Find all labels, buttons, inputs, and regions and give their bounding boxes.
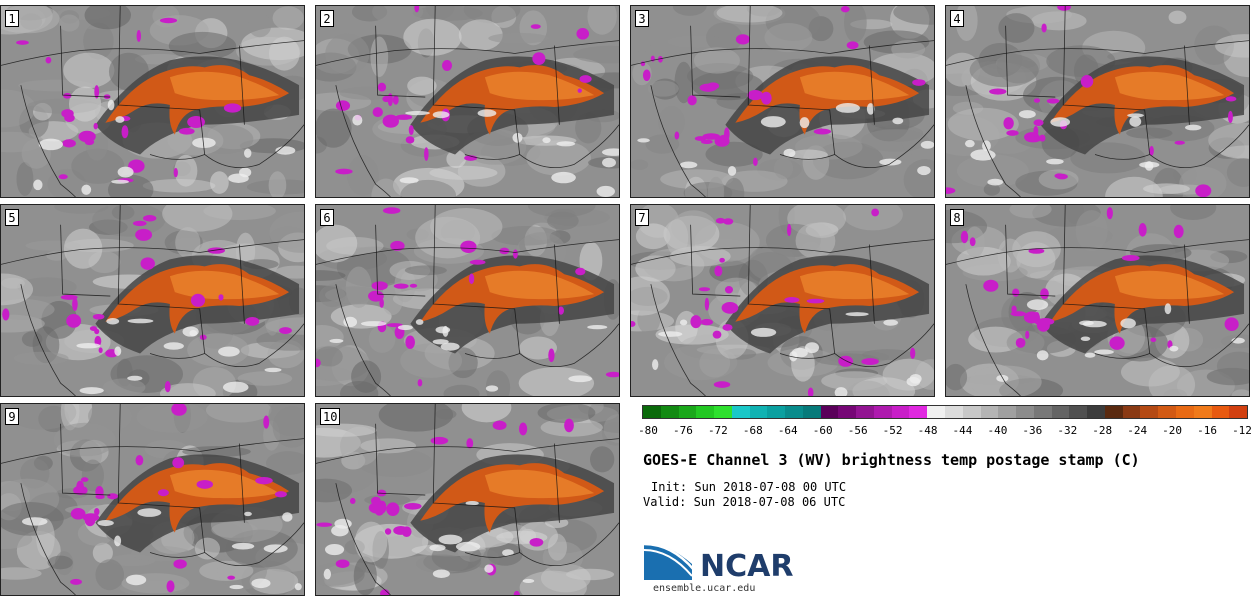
colorbar-tick-label: -52 xyxy=(882,424,903,437)
colorbar-segment xyxy=(1016,406,1034,418)
colorbar-segment xyxy=(891,406,910,418)
panel-9: 9 xyxy=(0,403,305,596)
colorbar xyxy=(642,405,1248,419)
panel-label: 8 xyxy=(950,209,964,226)
panel-2: 2 xyxy=(315,5,620,198)
wv-map xyxy=(946,205,1249,396)
colorbar-segment xyxy=(856,406,874,418)
colorbar-segment xyxy=(1069,406,1088,418)
panel-8: 8 xyxy=(945,204,1250,397)
wv-map xyxy=(316,404,619,595)
wv-map xyxy=(631,205,934,396)
wv-map xyxy=(1,404,304,595)
panel-label: 5 xyxy=(5,209,19,226)
colorbar-tick-label: -44 xyxy=(952,424,973,437)
colorbar-segment xyxy=(1158,406,1176,418)
colorbar-segment xyxy=(1140,406,1159,418)
colorbar-tick-label: -28 xyxy=(1092,424,1113,437)
product-title: GOES-E Channel 3 (WV) brightness temp po… xyxy=(643,451,1140,469)
colorbar-segment xyxy=(927,406,946,418)
colorbar-segment xyxy=(1229,406,1248,418)
panel-label: 1 xyxy=(5,10,19,27)
panel-1: 1 xyxy=(0,5,305,198)
colorbar-segment xyxy=(767,406,786,418)
panel-label: 9 xyxy=(5,408,19,425)
colorbar-tick-label: -12 xyxy=(1232,424,1252,437)
colorbar-tick-label: -40 xyxy=(987,424,1008,437)
logo-wordmark: NCAR xyxy=(700,549,794,584)
colorbar-segment xyxy=(749,406,768,418)
colorbar-segment xyxy=(962,406,981,418)
colorbar-segment xyxy=(643,406,661,418)
valid-time: Valid: Sun 2018-07-08 06 UTC xyxy=(643,495,846,509)
panel-label: 6 xyxy=(320,209,334,226)
colorbar-segment xyxy=(1122,406,1141,418)
ncar-logo-icon xyxy=(643,542,695,580)
init-time: Init: Sun 2018-07-08 00 UTC xyxy=(651,480,847,494)
wv-map xyxy=(631,6,934,197)
colorbar-segment xyxy=(980,406,999,418)
panel-3: 3 xyxy=(630,5,935,198)
panel-label: 2 xyxy=(320,10,334,27)
colorbar-segment xyxy=(998,406,1017,418)
colorbar-segment xyxy=(909,406,928,418)
colorbar-segment xyxy=(1211,406,1230,418)
colorbar-segment xyxy=(731,406,750,418)
colorbar-segment xyxy=(1051,406,1070,418)
colorbar-tick-label: -72 xyxy=(707,424,728,437)
panel-label: 4 xyxy=(950,10,964,27)
colorbar-segment xyxy=(678,406,697,418)
colorbar-segment xyxy=(714,406,732,418)
panel-7: 7 xyxy=(630,204,935,397)
colorbar-tick-label: -32 xyxy=(1057,424,1078,437)
colorbar-segment xyxy=(945,406,963,418)
colorbar-tick-label: -64 xyxy=(777,424,798,437)
colorbar-tick-label: -56 xyxy=(847,424,868,437)
colorbar-segment xyxy=(820,406,839,418)
colorbar-tick-label: -24 xyxy=(1127,424,1148,437)
colorbar-segment xyxy=(785,406,803,418)
colorbar-segment xyxy=(660,406,679,418)
colorbar-segment xyxy=(802,406,821,418)
colorbar-segment xyxy=(873,406,892,418)
wv-map xyxy=(946,6,1249,197)
panel-label: 7 xyxy=(635,209,649,226)
colorbar-tick-label: -48 xyxy=(917,424,938,437)
wv-map xyxy=(1,205,304,396)
colorbar-segment xyxy=(838,406,857,418)
colorbar-tick-label: -80 xyxy=(638,424,658,437)
wv-map xyxy=(1,6,304,197)
colorbar-segment xyxy=(1193,406,1212,418)
colorbar-tick-label: -60 xyxy=(812,424,833,437)
wv-map xyxy=(316,6,619,197)
panel-4: 4 xyxy=(945,5,1250,198)
colorbar-segment xyxy=(1087,406,1105,418)
colorbar-tick-label: -36 xyxy=(1022,424,1043,437)
colorbar-tick-label: -16 xyxy=(1197,424,1217,437)
colorbar-segment xyxy=(1175,406,1194,418)
colorbar-ticks: -80 -76 -72 -68 -64 -60 -56 -52 -48 -44 -40 -36 -32 -… xyxy=(638,424,1252,440)
colorbar-tick-label: -76 xyxy=(673,424,693,437)
site-url: ensemble.ucar.edu xyxy=(653,583,756,594)
panel-5: 5 xyxy=(0,204,305,397)
panel-label: 3 xyxy=(635,10,649,27)
colorbar-tick-label: -68 xyxy=(742,424,763,437)
colorbar-segment xyxy=(1104,406,1123,418)
colorbar-segment xyxy=(696,406,715,418)
panel-10: 10 xyxy=(315,403,620,596)
panel-6: 6 xyxy=(315,204,620,397)
colorbar-segment xyxy=(1033,406,1052,418)
wv-map xyxy=(316,205,619,396)
panel-label: 10 xyxy=(320,408,341,425)
colorbar-tick-label: -20 xyxy=(1162,424,1183,437)
